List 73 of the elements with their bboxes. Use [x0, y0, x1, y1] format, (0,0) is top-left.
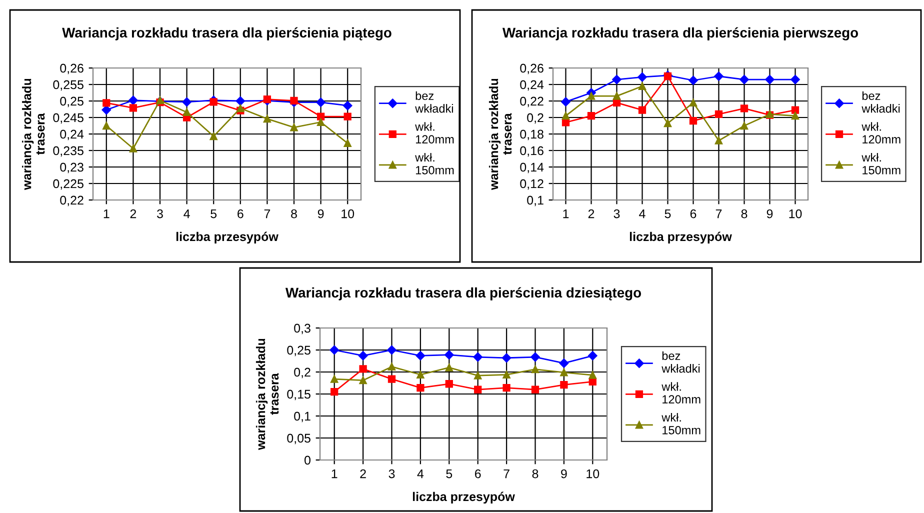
- y-tick-label: 0,24: [60, 130, 84, 140]
- y-tick-label: 0,26: [520, 64, 544, 74]
- y-tick-label: 0,235: [53, 146, 84, 157]
- legend-label: wkł. 120mm: [415, 122, 454, 144]
- y-tick-label: 0,2: [294, 368, 310, 378]
- x-tick-label: 3: [388, 469, 395, 478]
- x-tick-label: 7: [504, 469, 510, 478]
- y-tick-label: 0,22: [520, 96, 544, 108]
- x-tick-label: 7: [716, 209, 722, 218]
- y-tick-label: 0,245: [53, 113, 84, 124]
- x-tick-label: 10: [342, 209, 354, 218]
- y-tick-label: 0,2: [527, 113, 544, 124]
- chart-title: Wariancja rozkładu trasera dla pierścienia piątego: [62, 27, 392, 40]
- chart-title: Wariancja rozkładu trasera dla pierścienia pierwszego: [502, 27, 858, 40]
- y-axis-title: wariancja rozkładu trasera: [488, 78, 512, 190]
- legend-label: bez wkładki: [862, 91, 900, 113]
- x-tick-label: 1: [332, 469, 338, 478]
- y-tick-label: 0,255: [53, 80, 84, 91]
- x-axis-title: liczba przesypów: [176, 232, 278, 244]
- x-tick-label: 6: [475, 469, 481, 478]
- x-tick-label: 9: [561, 469, 567, 478]
- chart-title: Wariancja rozkładu trasera dla pierścienia dziesiątego: [285, 287, 642, 300]
- y-tick-label: 0,12: [520, 179, 544, 190]
- y-tick-label: 0,05: [287, 434, 310, 444]
- x-tick-label: 5: [664, 209, 671, 218]
- y-tick-label: 0,26: [60, 64, 84, 74]
- legend-label: wkł. 150mm: [862, 152, 900, 174]
- x-tick-label: 1: [563, 209, 569, 218]
- x-tick-label: 4: [184, 209, 190, 218]
- x-tick-label: 5: [446, 469, 452, 478]
- x-tick-label: 7: [264, 209, 270, 218]
- legend-label: bez wkładki: [415, 91, 453, 113]
- x-tick-label: 8: [741, 209, 748, 218]
- x-tick-label: 4: [639, 209, 646, 218]
- y-axis-title: wariancja rozkładu trasera: [22, 78, 45, 190]
- x-tick-label: 3: [157, 209, 163, 218]
- y-tick-label: 0,16: [520, 146, 544, 157]
- x-tick-label: 10: [586, 469, 600, 478]
- x-tick-label: 2: [588, 209, 594, 218]
- x-tick-label: 2: [130, 209, 136, 218]
- legend-label: wkł. 120mm: [662, 382, 700, 404]
- x-axis-title: liczba przesypów: [630, 232, 732, 244]
- y-tick-label: 0,14: [520, 162, 544, 174]
- x-tick-label: 3: [614, 209, 620, 218]
- x-tick-label: 4: [417, 469, 424, 478]
- x-tick-label: 5: [210, 209, 217, 218]
- y-tick-label: 0,24: [520, 80, 544, 91]
- x-tick-label: 8: [532, 469, 538, 478]
- y-tick-label: 0,15: [287, 390, 310, 400]
- x-tick-label: 6: [690, 209, 696, 218]
- legend-label: wkł. 150mm: [662, 412, 700, 434]
- x-axis-title: liczba przesypów: [412, 492, 515, 504]
- x-tick-label: 10: [789, 209, 802, 218]
- x-tick-label: 8: [291, 209, 297, 218]
- y-tick-label: 0,23: [60, 162, 84, 174]
- y-tick-label: 0: [304, 456, 310, 465]
- y-tick-label: 0,25: [60, 96, 84, 108]
- legend-label: bez wkładki: [662, 351, 700, 373]
- y-tick-label: 0,3: [294, 324, 310, 334]
- x-tick-label: 6: [238, 209, 244, 218]
- legend-label: wkł. 150mm: [415, 152, 454, 174]
- x-tick-label: 1: [104, 209, 110, 218]
- y-axis-title: wariancja rozkładu trasera: [256, 338, 279, 450]
- x-tick-label: 9: [766, 209, 773, 218]
- legend-label: wkł. 120mm: [862, 122, 900, 144]
- x-tick-label: 2: [360, 469, 366, 478]
- y-tick-label: 0,1: [527, 196, 544, 206]
- x-tick-label: 9: [318, 209, 324, 218]
- y-tick-label: 0,1: [294, 412, 310, 422]
- y-tick-label: 0,25: [287, 346, 310, 356]
- y-tick-label: 0,22: [60, 196, 84, 206]
- y-tick-label: 0,225: [53, 179, 84, 190]
- y-tick-label: 0,18: [520, 130, 544, 140]
